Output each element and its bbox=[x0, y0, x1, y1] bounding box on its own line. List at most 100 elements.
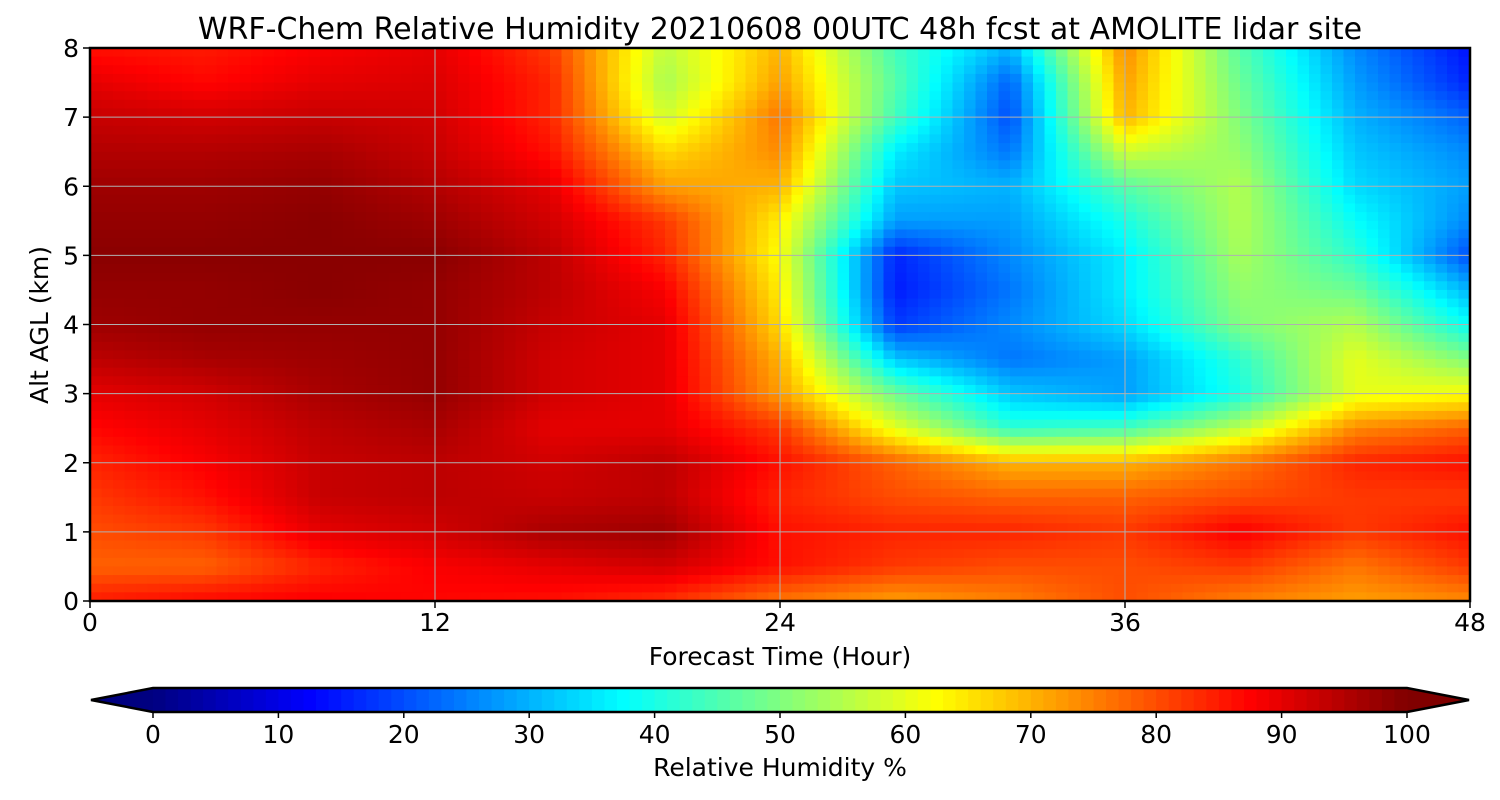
heat-cell bbox=[182, 246, 195, 256]
heat-cell bbox=[653, 212, 666, 222]
heat-cell bbox=[1274, 168, 1287, 179]
heat-cell bbox=[1194, 255, 1207, 265]
heat-cell bbox=[734, 99, 747, 110]
heat-cell bbox=[1355, 289, 1368, 300]
heat-cell bbox=[1182, 289, 1195, 300]
heat-cell bbox=[745, 82, 758, 92]
heat-cell bbox=[1148, 134, 1161, 144]
heat-cell bbox=[573, 125, 586, 136]
heat-cell bbox=[791, 48, 804, 58]
heat-cell bbox=[1343, 307, 1356, 317]
heat-cell bbox=[527, 238, 540, 248]
heat-cell bbox=[987, 56, 1000, 66]
heat-cell bbox=[987, 367, 1000, 377]
heat-cell bbox=[251, 402, 264, 412]
heat-cell bbox=[515, 134, 528, 144]
heat-cell bbox=[952, 65, 965, 75]
heat-cell bbox=[1228, 168, 1241, 179]
heat-cell bbox=[481, 333, 494, 343]
heat-cell bbox=[561, 246, 574, 256]
heat-cell bbox=[561, 384, 574, 395]
heat-cell bbox=[435, 125, 448, 136]
heat-cell bbox=[1125, 246, 1138, 256]
heat-cell bbox=[975, 117, 988, 127]
heat-cell bbox=[297, 125, 310, 136]
heat-cell bbox=[1286, 82, 1299, 92]
heat-cell bbox=[538, 341, 551, 352]
heat-cell bbox=[1366, 65, 1379, 75]
heat-cell bbox=[297, 376, 310, 386]
heat-cell bbox=[952, 82, 965, 92]
heat-cell bbox=[481, 402, 494, 412]
heat-cell bbox=[952, 108, 965, 118]
heat-cell bbox=[354, 194, 367, 205]
heat-cell bbox=[1378, 289, 1391, 300]
heat-cell bbox=[1240, 341, 1253, 352]
heat-cell bbox=[285, 289, 298, 300]
heat-cell bbox=[297, 117, 310, 127]
heat-cell bbox=[527, 229, 540, 239]
heat-cell bbox=[573, 315, 586, 326]
heat-cell bbox=[906, 168, 919, 179]
heat-cell bbox=[860, 91, 873, 101]
heat-cell bbox=[527, 298, 540, 308]
heat-cell bbox=[1125, 82, 1138, 92]
heat-cell bbox=[504, 65, 517, 75]
heat-cell bbox=[538, 91, 551, 101]
heat-cell bbox=[412, 203, 425, 213]
heat-cell bbox=[941, 220, 954, 231]
heat-cell bbox=[1389, 99, 1402, 110]
heat-cell bbox=[1251, 393, 1264, 403]
heat-cell bbox=[308, 367, 321, 377]
heat-cell bbox=[492, 186, 505, 196]
heat-cell bbox=[630, 125, 643, 136]
heat-cell bbox=[1044, 151, 1057, 161]
heat-cell bbox=[1332, 315, 1345, 326]
heat-cell bbox=[1401, 73, 1414, 84]
heat-cell bbox=[1412, 56, 1425, 66]
heat-cell bbox=[1159, 298, 1172, 308]
heat-cell bbox=[1125, 264, 1138, 274]
heat-cell bbox=[1159, 125, 1172, 136]
heat-cell bbox=[1205, 186, 1218, 196]
heat-cell bbox=[354, 307, 367, 317]
heat-cell bbox=[228, 393, 241, 403]
heat-cell bbox=[205, 272, 218, 282]
heat-cell bbox=[1424, 203, 1437, 213]
heat-cell bbox=[1159, 246, 1172, 256]
heat-cell bbox=[1010, 212, 1023, 222]
heat-cell bbox=[1217, 307, 1230, 317]
heat-cell bbox=[780, 91, 793, 101]
heat-cell bbox=[929, 177, 942, 187]
heat-cell bbox=[607, 65, 620, 75]
heat-cell bbox=[331, 376, 344, 386]
heat-cell bbox=[964, 367, 977, 377]
heat-cell bbox=[136, 108, 149, 118]
heat-cell bbox=[1309, 324, 1322, 334]
heat-cell bbox=[1251, 289, 1264, 300]
heat-cell bbox=[1240, 125, 1253, 136]
heat-cell bbox=[642, 289, 655, 300]
heat-cell bbox=[251, 298, 264, 308]
heat-cell bbox=[1286, 177, 1299, 187]
heat-cell bbox=[596, 151, 609, 161]
heat-cell bbox=[308, 255, 321, 265]
heat-cell bbox=[159, 238, 172, 248]
heat-cell bbox=[699, 203, 712, 213]
heat-cell bbox=[1079, 143, 1092, 153]
heat-cell bbox=[1343, 212, 1356, 222]
heat-cell bbox=[239, 315, 252, 326]
heat-cell bbox=[170, 384, 183, 395]
heat-cell bbox=[734, 307, 747, 317]
heat-cell bbox=[596, 220, 609, 231]
heat-cell bbox=[1067, 341, 1080, 352]
heat-cell bbox=[136, 82, 149, 92]
heat-cell bbox=[435, 143, 448, 153]
heat-cell bbox=[1090, 298, 1103, 308]
heat-cell bbox=[124, 272, 137, 282]
heat-cell bbox=[458, 367, 471, 377]
heat-cell bbox=[780, 117, 793, 127]
heat-cell bbox=[872, 402, 885, 412]
heat-cell bbox=[1033, 212, 1046, 222]
heat-cell bbox=[274, 324, 287, 334]
